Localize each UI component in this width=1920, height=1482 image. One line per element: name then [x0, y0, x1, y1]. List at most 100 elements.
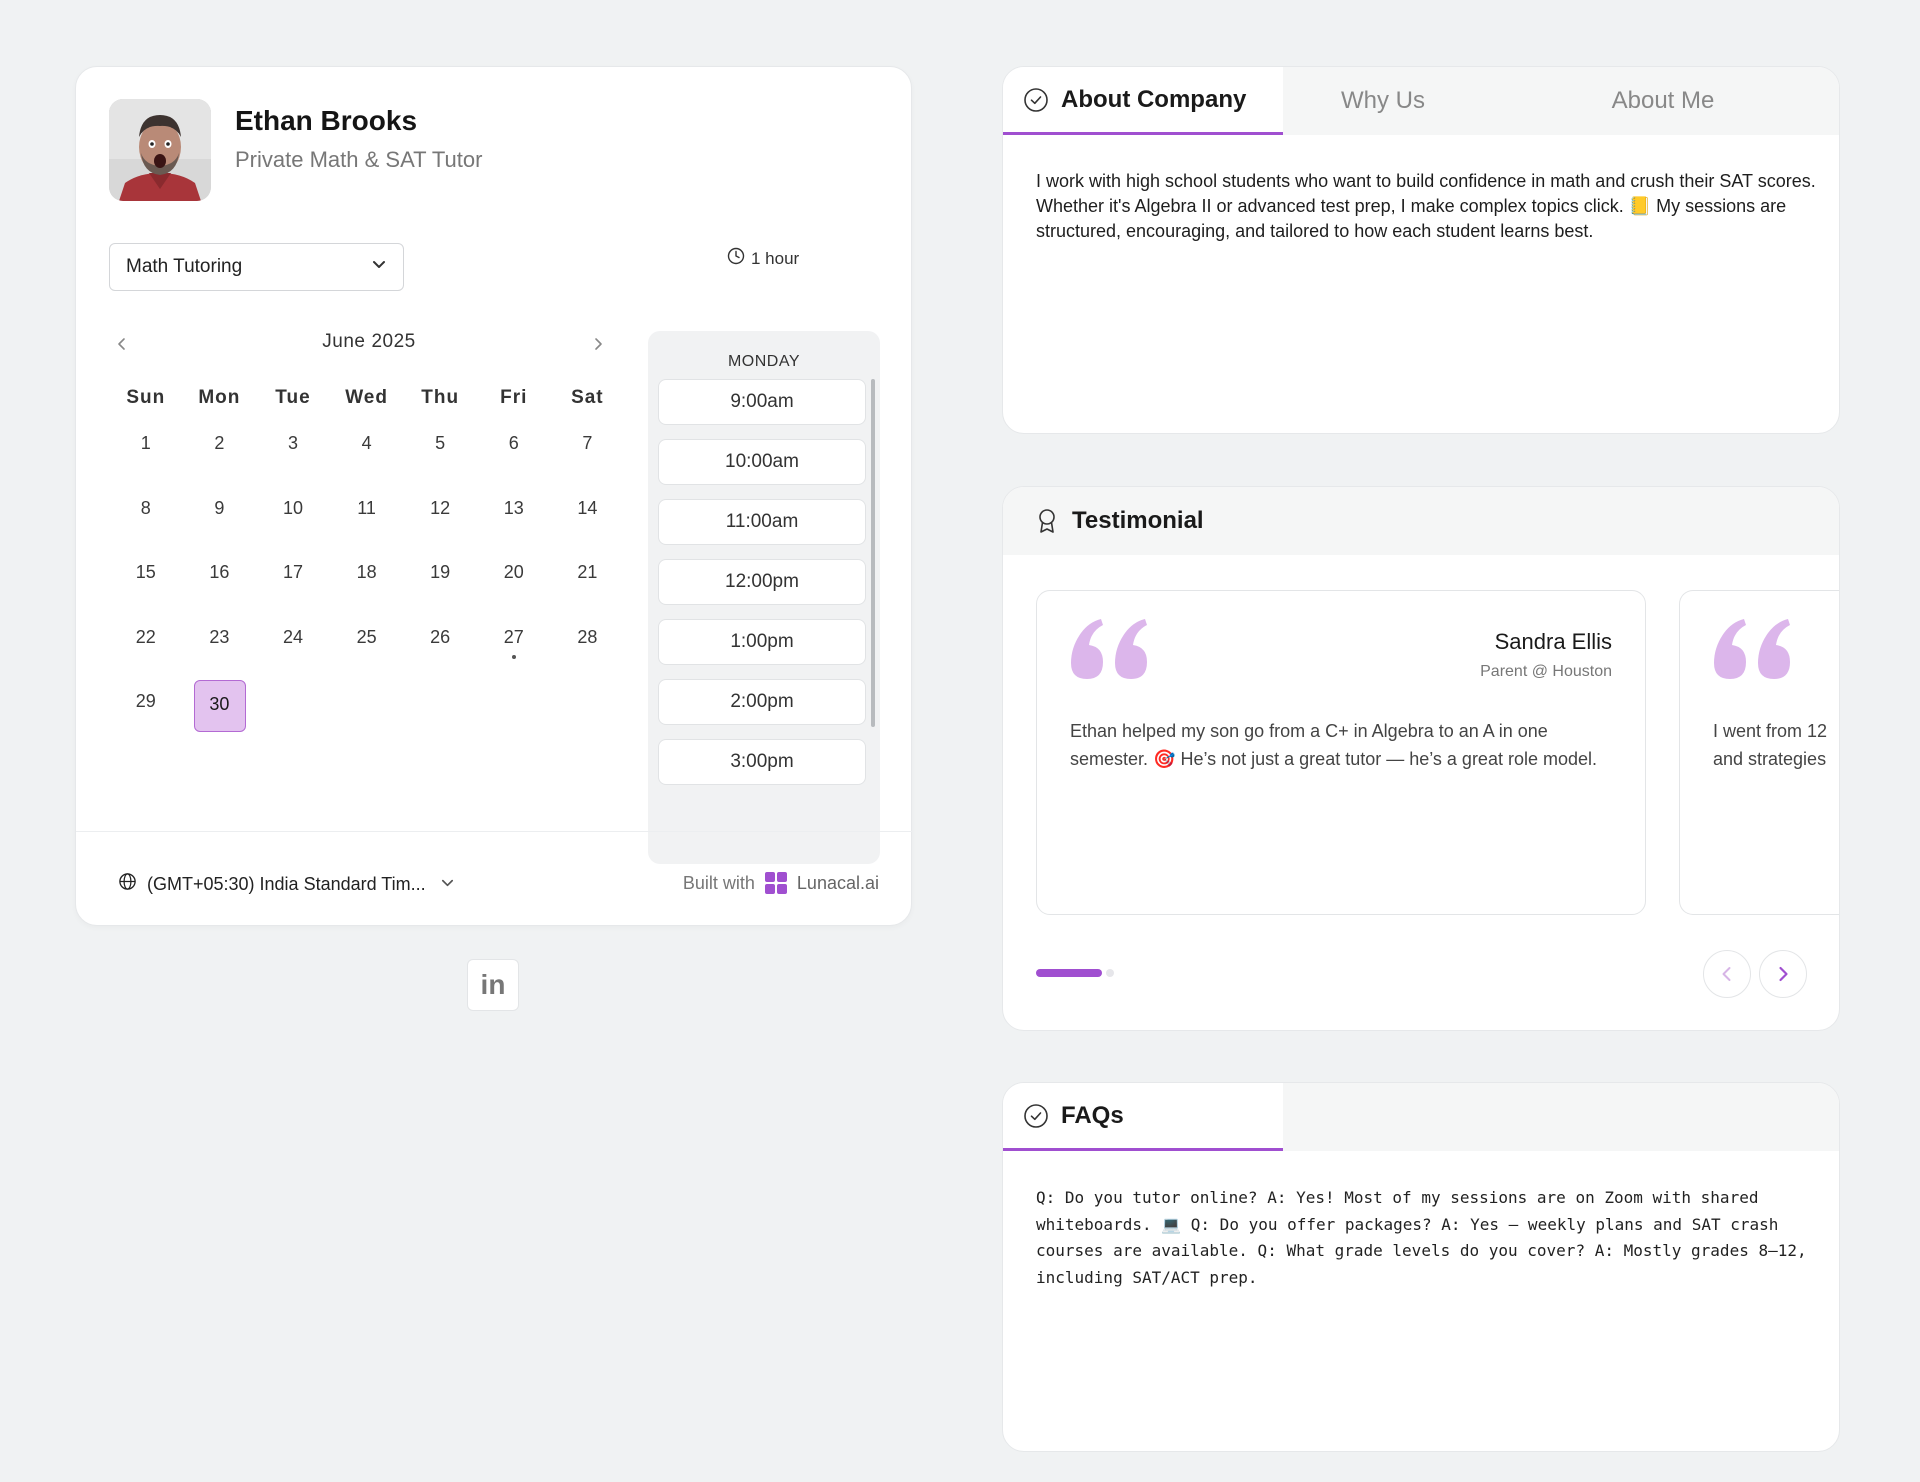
calendar-day[interactable]: 3: [256, 425, 330, 490]
tab-faqs[interactable]: FAQs: [1003, 1083, 1283, 1151]
timezone-select[interactable]: (GMT+05:30) India Standard Tim...: [118, 872, 455, 896]
calendar-day[interactable]: 22: [109, 619, 183, 684]
calendar-day-number: 6: [508, 433, 519, 453]
tab-about-company[interactable]: About Company: [1003, 67, 1283, 135]
built-with[interactable]: Built with Lunacal.ai: [683, 872, 879, 894]
booking-card: Ethan Brooks Private Math & SAT Tutor Ma…: [75, 66, 913, 926]
calendar-day[interactable]: 2: [183, 425, 257, 490]
weekday-label: Wed: [345, 387, 388, 408]
calendar-day-selected[interactable]: 30: [183, 680, 257, 748]
calendar-day[interactable]: 20: [477, 554, 551, 619]
calendar-day-number: 17: [282, 562, 303, 582]
calendar-day[interactable]: 9: [183, 490, 257, 555]
calendar-day-number: 9: [214, 497, 225, 518]
calendar-year: 2025: [371, 331, 416, 352]
tab-label: About Me: [1611, 87, 1715, 114]
chevron-left-icon: [1722, 967, 1731, 981]
calendar-day[interactable]: 17: [256, 554, 330, 619]
calendar-day[interactable]: 15: [109, 554, 183, 619]
carousel-dots: [1036, 969, 1114, 977]
service-select[interactable]: Math Tutoring: [109, 243, 404, 291]
calendar-day[interactable]: 14: [551, 490, 625, 555]
calendar-day[interactable]: 8: [109, 490, 183, 555]
testimonial-panel: Testimonial Sandra Ellis Parent @ Housto…: [1002, 486, 1840, 1031]
profile-header: Ethan Brooks Private Math & SAT Tutor: [109, 99, 482, 201]
carousel-dot[interactable]: [1106, 969, 1114, 977]
testimonial-card: Sandra Ellis Parent @ Houston Ethan help…: [1036, 590, 1646, 915]
calendar-day[interactable]: 21: [551, 554, 625, 619]
time-slot-button[interactable]: 12:00pm: [658, 559, 866, 605]
calendar-day[interactable]: 24: [256, 619, 330, 684]
calendar-day[interactable]: 25: [330, 619, 404, 684]
carousel-prev-button[interactable]: [1703, 950, 1751, 998]
calendar-day-number: 10: [282, 497, 303, 518]
tab-why-us[interactable]: Why Us: [1283, 67, 1483, 135]
slots-scrollbar[interactable]: [871, 379, 875, 727]
calendar-header: June 2025: [109, 329, 629, 359]
testimonial-header: Testimonial: [1003, 487, 1839, 555]
globe-icon: [118, 872, 137, 896]
calendar-day[interactable]: 6: [477, 425, 551, 490]
calendar-day[interactable]: 27: [477, 619, 551, 684]
calendar-day[interactable]: 26: [403, 619, 477, 684]
calendar-day[interactable]: 11: [330, 490, 404, 555]
calendar-day[interactable]: 18: [330, 554, 404, 619]
calendar-day[interactable]: 23: [183, 619, 257, 684]
calendar-prev-button[interactable]: [109, 331, 135, 357]
time-slot-button[interactable]: 2:00pm: [658, 679, 866, 725]
weekday-label: Sun: [126, 387, 166, 408]
calendar-day-number: 29: [135, 691, 156, 711]
calendar-day[interactable]: 29: [109, 683, 183, 748]
time-slot-button[interactable]: 10:00am: [658, 439, 866, 485]
chevron-right-icon: [1779, 966, 1788, 982]
calendar-day-number: 16: [209, 562, 230, 582]
calendar-next-button[interactable]: [585, 331, 611, 357]
built-with-text: Built with: [682, 872, 755, 893]
calendar-day[interactable]: 7: [551, 425, 625, 490]
calendar-day-number: 24: [282, 626, 303, 647]
time-slot-button[interactable]: 1:00pm: [658, 619, 866, 665]
calendar-day[interactable]: 12: [403, 490, 477, 555]
tab-about-me[interactable]: About Me: [1533, 67, 1793, 135]
calendar-day[interactable]: 4: [330, 425, 404, 490]
calendar-day[interactable]: 19: [403, 554, 477, 619]
carousel-dot-active[interactable]: [1036, 969, 1102, 977]
chevron-down-icon: [440, 874, 455, 895]
calendar-day-number: 12: [430, 497, 451, 518]
time-slot-button[interactable]: 9:00am: [658, 379, 866, 425]
calendar-day[interactable]: 1: [109, 425, 183, 490]
calendar-day-number: 23: [209, 626, 230, 647]
tab-label: About Company: [1061, 85, 1247, 113]
calendar-day-number: 21: [577, 562, 598, 582]
testimonial-title: Testimonial: [1072, 507, 1204, 534]
check-circle-icon: [1023, 87, 1049, 113]
time-slot-button[interactable]: 3:00pm: [658, 739, 866, 785]
profile-name: Ethan Brooks: [235, 105, 418, 136]
testimonial-text: Ethan helped my son go from a C+ in Alge…: [1070, 721, 1598, 769]
calendar-day-number: 28: [577, 626, 598, 647]
calendar-day-number: 4: [361, 433, 372, 453]
chevron-right-icon: [595, 338, 602, 350]
calendar-day[interactable]: 5: [403, 425, 477, 490]
calendar-day-number: 5: [435, 433, 446, 453]
weekday-label: Mon: [198, 387, 241, 408]
duration-label: 1 hour: [727, 247, 799, 270]
tab-label: FAQs: [1061, 1101, 1124, 1129]
linkedin-button[interactable]: in: [467, 959, 519, 1011]
calendar-day[interactable]: 16: [183, 554, 257, 619]
duration-text: 1 hour: [751, 248, 800, 268]
timezone-value: (GMT+05:30) India Standard Tim...: [147, 873, 426, 894]
calendar-day[interactable]: 28: [551, 619, 625, 684]
calendar-month: June: [322, 331, 366, 352]
calendar-day-number: 19: [430, 562, 451, 582]
slot-list: 9:00am 10:00am 11:00am 12:00pm 1:00pm 2:00pm 3…: [658, 379, 866, 799]
calendar-day[interactable]: 10: [256, 490, 330, 555]
carousel-next-button[interactable]: [1759, 950, 1807, 998]
time-slots-panel: MONDAY 9:00am 10:00am 11:00am 12:00pm 1:00pm…: [648, 331, 880, 864]
calendar-day-number: 15: [135, 562, 156, 582]
service-select-value: Math Tutoring: [126, 256, 243, 277]
time-slot-button[interactable]: 11:00am: [658, 499, 866, 545]
calendar-day-number: 30: [209, 694, 230, 714]
calendar-day[interactable]: 13: [477, 490, 551, 555]
calendar-day-number: 20: [503, 562, 524, 582]
